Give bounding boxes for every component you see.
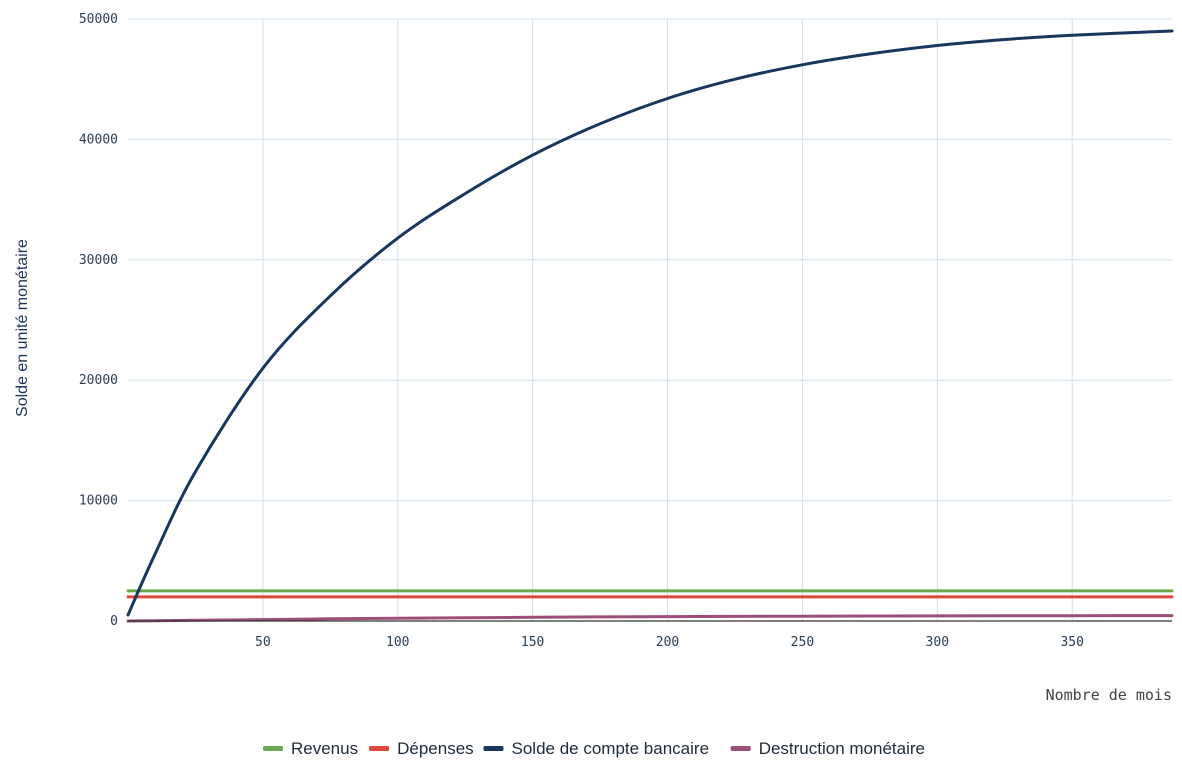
- legend-label-solde-de-compte-bancaire: Solde de compte bancaire: [512, 739, 710, 758]
- y-tick-label: 0: [110, 614, 118, 629]
- y-tick-label: 20000: [79, 373, 118, 388]
- legend-swatch-destruction-monetaire: [730, 746, 751, 751]
- x-tick-label: 200: [656, 635, 679, 650]
- legend-label-revenus: Revenus: [291, 739, 358, 758]
- y-tick-label: 50000: [79, 12, 118, 27]
- axes: 0 10000 20000 30000 40000 50000 50 100 150 200 250…: [79, 12, 1172, 650]
- series-line-destruction-monetaire: [126, 614, 1174, 623]
- y-tick-label: 30000: [79, 253, 118, 268]
- legend-swatch-depenses: [369, 746, 390, 751]
- y-axis-label: Solde en unité monétaire: [14, 239, 31, 417]
- x-tick-label: 250: [791, 635, 814, 650]
- legend: Revenus Dépenses Solde de compte bancaire D…: [263, 739, 925, 758]
- legend-swatch-solde-de-compte-bancaire: [483, 746, 504, 751]
- y-tick-label: 10000: [79, 494, 118, 509]
- series-line-solde-de-compte-bancaire: [126, 29, 1174, 617]
- legend-label-depenses: Dépenses: [397, 739, 474, 758]
- y-tick-label: 40000: [79, 132, 118, 147]
- legend-label-destruction-monetaire: Destruction monétaire: [759, 739, 925, 758]
- grid-lines: [128, 18, 1172, 622]
- x-axis-label: Nombre de mois: [1046, 686, 1172, 704]
- x-tick-label: 300: [926, 635, 949, 650]
- x-tick-label: 50: [255, 635, 271, 650]
- x-tick-label: 150: [521, 635, 544, 650]
- legend-swatch-revenus: [263, 746, 283, 751]
- series-lines: [126, 29, 1174, 623]
- x-tick-label: 350: [1060, 635, 1083, 650]
- x-tick-label: 100: [386, 635, 409, 650]
